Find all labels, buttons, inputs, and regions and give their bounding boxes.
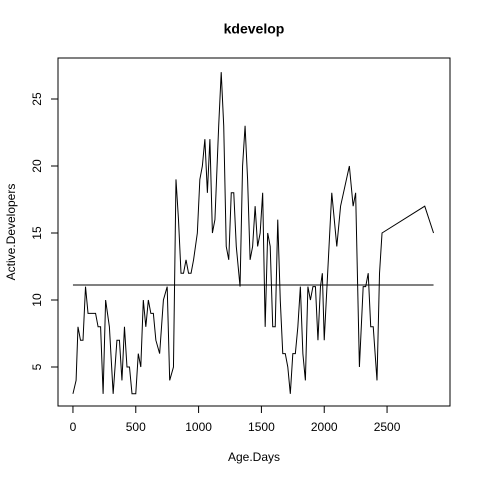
y-tick-label: 20 <box>30 159 44 173</box>
chart-title: kdevelop <box>224 21 285 37</box>
x-tick-label: 500 <box>126 420 146 434</box>
x-tick-label: 2000 <box>311 420 338 434</box>
y-tick-label: 15 <box>30 226 44 240</box>
x-axis-label: Age.Days <box>228 450 280 464</box>
y-tick-label: 25 <box>30 92 44 106</box>
x-tick-label: 1000 <box>185 420 212 434</box>
x-tick-label: 1500 <box>248 420 275 434</box>
y-tick-label: 10 <box>30 293 44 307</box>
x-tick-label: 2500 <box>374 420 401 434</box>
y-axis-label: Active.Developers <box>4 184 18 281</box>
x-tick-label: 0 <box>70 420 77 434</box>
data-line <box>72 72 435 395</box>
y-tick-label: 5 <box>30 363 44 370</box>
